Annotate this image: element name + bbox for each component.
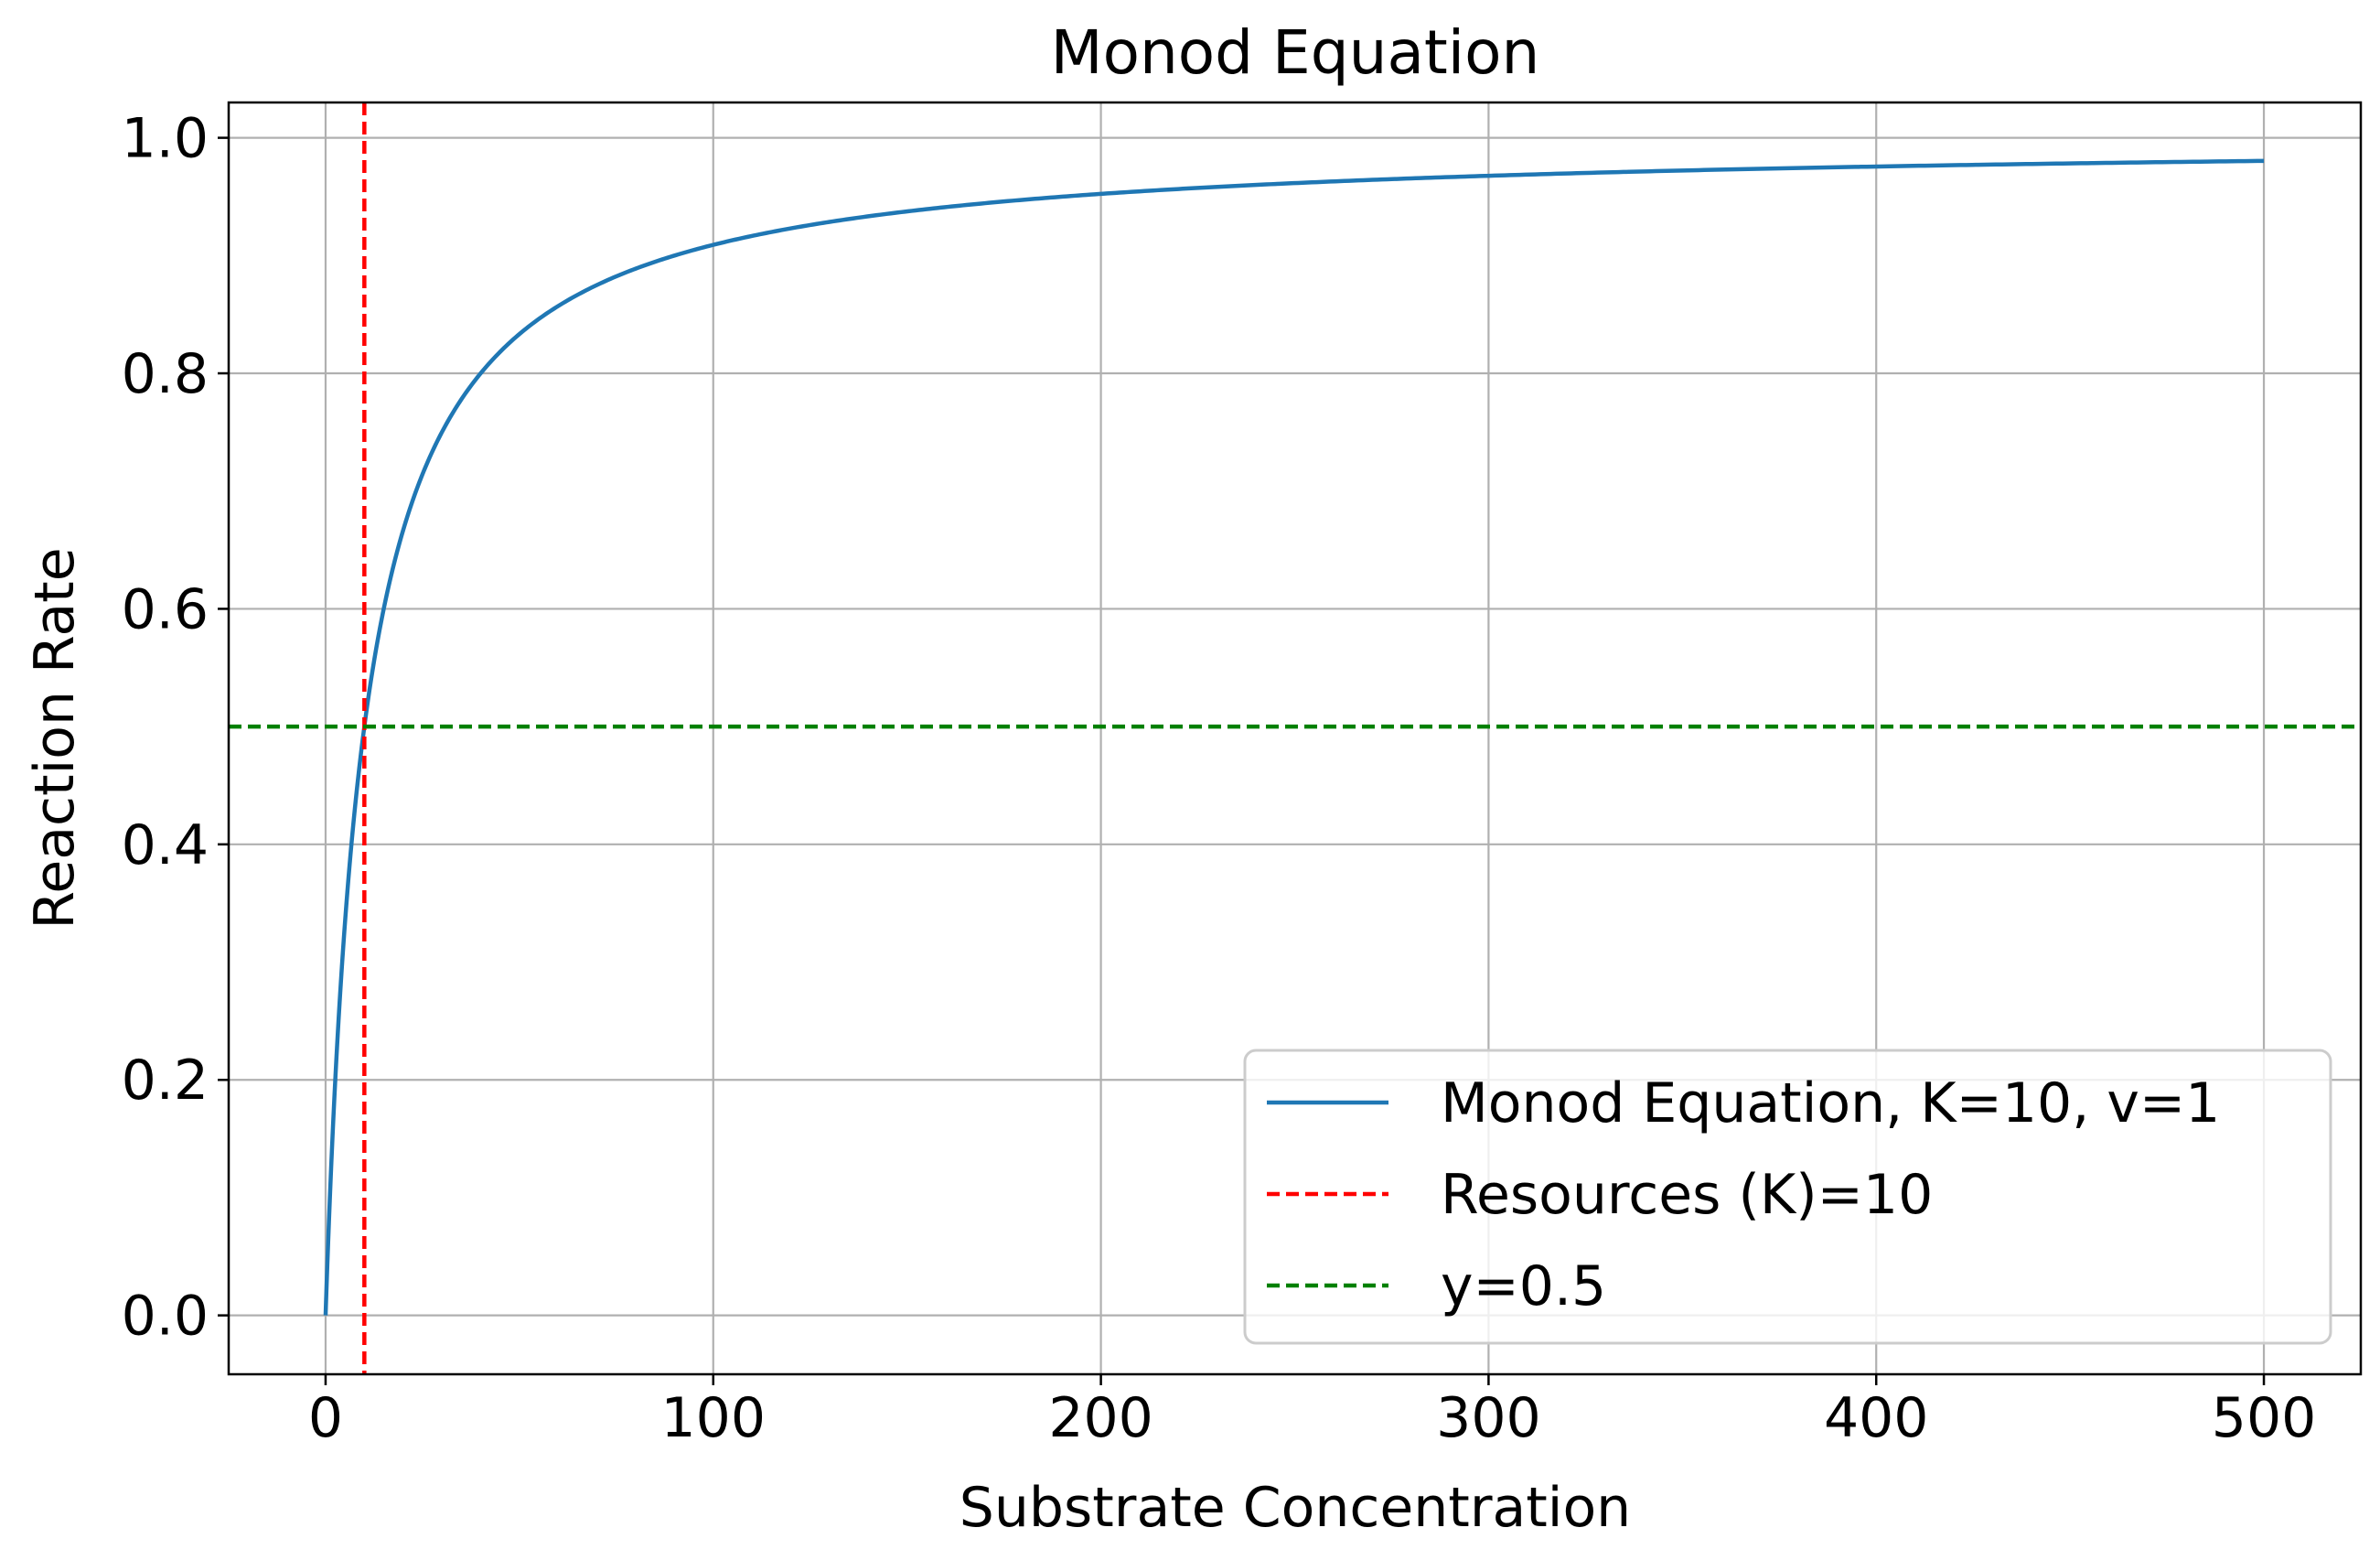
legend-label: y=0.5	[1441, 1254, 1606, 1318]
legend-label: Monod Equation, K=10, v=1	[1441, 1071, 2220, 1135]
y-tick-label: 1.0	[122, 107, 209, 171]
y-axis-label: Reaction Rate	[23, 547, 87, 929]
x-tick-label: 500	[2212, 1386, 2317, 1450]
axis-ticks: 0 100 200 300 400 500 0.0 0.2 0.4 0.6 0.8 1.0	[122, 107, 2317, 1450]
legend-label: Resources (K)=10	[1441, 1163, 1933, 1227]
x-tick-label: 100	[661, 1386, 767, 1450]
plot-frame	[227, 101, 2363, 1376]
x-tick-label: 400	[1824, 1386, 1929, 1450]
monod-curve	[323, 158, 2265, 1318]
y-tick-label: 0.4	[122, 813, 209, 877]
legend: Monod Equation, K=10, v=1 Resources (K)=1…	[1243, 1049, 2332, 1345]
legend-box	[1243, 1049, 2332, 1345]
y-tick-label: 0.8	[122, 342, 209, 406]
x-tick-label: 0	[308, 1386, 343, 1450]
x-axis-label: Substrate Concentration	[960, 1476, 1631, 1540]
y-tick-label: 0.6	[122, 577, 209, 641]
y-tick-label: 0.0	[122, 1285, 209, 1349]
y-tick-label: 0.2	[122, 1049, 209, 1113]
x-tick-label: 300	[1436, 1386, 1541, 1450]
x-tick-label: 200	[1048, 1386, 1153, 1450]
plot-series	[229, 102, 2361, 1374]
chart-title: Monod Equation	[1051, 17, 1540, 88]
